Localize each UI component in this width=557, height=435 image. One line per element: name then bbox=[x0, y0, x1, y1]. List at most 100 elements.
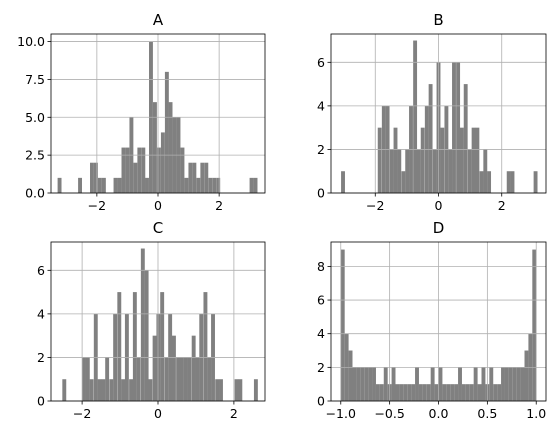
x-tick-label: 2 bbox=[230, 406, 238, 421]
histogram-bar bbox=[78, 177, 82, 193]
histogram-bar bbox=[105, 357, 110, 401]
histogram-bar bbox=[440, 127, 445, 193]
histogram-bar bbox=[145, 177, 149, 193]
histogram-bar bbox=[401, 171, 406, 193]
histogram-bar bbox=[160, 132, 165, 193]
histogram-bar bbox=[428, 84, 433, 193]
histogram-bar bbox=[82, 357, 86, 401]
histogram-bar bbox=[510, 171, 515, 193]
y-tick-label: 4 bbox=[317, 326, 325, 341]
histogram-bar bbox=[459, 127, 464, 193]
histogram-bar bbox=[125, 147, 130, 193]
histogram-bar bbox=[434, 384, 439, 401]
histogram-bar bbox=[377, 127, 382, 193]
histogram-bar bbox=[89, 379, 94, 401]
histogram-bar bbox=[516, 367, 521, 401]
histogram-bar bbox=[137, 147, 142, 193]
histogram-bar bbox=[152, 102, 157, 193]
histogram-bar bbox=[461, 384, 466, 401]
histogram-bar bbox=[164, 357, 169, 401]
y-tick-label: 0.0 bbox=[25, 186, 45, 201]
panel-title-a: A bbox=[153, 11, 164, 29]
histogram-bar bbox=[413, 40, 418, 193]
y-tick-label: 7.5 bbox=[25, 72, 45, 87]
histogram-bar bbox=[508, 367, 513, 401]
histogram-bar bbox=[375, 384, 380, 401]
histogram-bar bbox=[215, 379, 220, 401]
histogram-bar bbox=[113, 177, 118, 193]
x-tick-label: −2 bbox=[88, 198, 106, 213]
histogram-bar bbox=[473, 367, 478, 401]
histogram-bar bbox=[144, 270, 149, 401]
histogram-bar bbox=[448, 149, 453, 193]
histogram-bar bbox=[180, 147, 185, 193]
x-tick-label: 0 bbox=[154, 198, 162, 213]
histogram-bar bbox=[524, 350, 529, 401]
histogram-bar bbox=[191, 335, 196, 401]
y-tick-label: 0 bbox=[317, 186, 325, 201]
x-tick-label: 0.0 bbox=[429, 406, 449, 421]
x-tick-label: 0.5 bbox=[477, 406, 497, 421]
histogram-bar bbox=[487, 171, 492, 193]
y-tick-label: 8 bbox=[317, 259, 325, 274]
histogram-bar bbox=[368, 367, 373, 401]
histogram-bar bbox=[341, 171, 345, 193]
panel-title-d: D bbox=[433, 219, 445, 237]
y-tick-label: 0 bbox=[317, 394, 325, 409]
x-tick-label: 2 bbox=[498, 198, 506, 213]
histogram-bar bbox=[418, 384, 423, 401]
histogram-panel-d: −1.0 −0.5 0.0 0.5 1.0 0 2 4 6 8 D bbox=[317, 219, 547, 421]
histogram-bar bbox=[395, 384, 400, 401]
histogram-bar bbox=[132, 292, 137, 401]
histogram-panel-b: −2 0 2 0 2 4 6 B bbox=[317, 11, 547, 213]
histogram-bar bbox=[176, 357, 181, 401]
x-tick-label: 2 bbox=[215, 198, 223, 213]
y-tick-label: 4 bbox=[37, 306, 45, 321]
histogram-bar bbox=[234, 379, 239, 401]
histogram-bar bbox=[93, 162, 98, 193]
histogram-bar bbox=[512, 367, 517, 401]
x-tick-label: 0 bbox=[435, 198, 443, 213]
histogram-bar bbox=[463, 84, 468, 193]
histogram-bar bbox=[467, 149, 472, 193]
histogram-bar bbox=[479, 171, 484, 193]
histogram-bar bbox=[97, 379, 102, 401]
y-tick-label: 2 bbox=[317, 142, 325, 157]
histogram-bar bbox=[465, 384, 470, 401]
x-tick-label: −1.0 bbox=[326, 406, 356, 421]
histogram-bar bbox=[430, 367, 435, 401]
histogram-bar bbox=[504, 367, 509, 401]
histogram-bar bbox=[85, 357, 90, 401]
histogram-bar bbox=[192, 162, 197, 193]
histogram-bar bbox=[195, 357, 200, 401]
histogram-bar bbox=[219, 379, 223, 401]
histogram-bar bbox=[391, 367, 396, 401]
histogram-bar bbox=[442, 384, 447, 401]
histogram-bar bbox=[407, 384, 412, 401]
histogram-panel-a: −2 0 2 0.0 2.5 5.0 7.5 10.0 A bbox=[17, 11, 266, 213]
histogram-bar bbox=[372, 367, 376, 401]
histogram-bar bbox=[216, 177, 221, 193]
x-tick-label: −0.5 bbox=[374, 406, 404, 421]
histogram-bar bbox=[471, 127, 476, 193]
histogram-bar bbox=[403, 384, 408, 401]
histogram-bar bbox=[188, 162, 193, 193]
histogram-bar bbox=[160, 292, 165, 401]
y-tick-label: 6 bbox=[37, 263, 45, 278]
histogram-bar bbox=[469, 384, 474, 401]
histogram-bar bbox=[183, 357, 188, 401]
histogram-bar bbox=[156, 147, 161, 193]
histogram-bar bbox=[356, 367, 361, 401]
histogram-bar bbox=[483, 149, 488, 193]
histogram-bar bbox=[438, 367, 443, 401]
histogram-bar bbox=[422, 384, 427, 401]
y-tick-label: 10.0 bbox=[17, 34, 45, 49]
histogram-bar bbox=[506, 171, 511, 193]
histogram-bar bbox=[416, 149, 421, 193]
histogram-bar bbox=[489, 367, 494, 401]
histogram-bar bbox=[133, 162, 138, 193]
histogram-bar bbox=[187, 357, 192, 401]
histogram-bar bbox=[477, 384, 482, 401]
x-tick-label: 1.0 bbox=[526, 406, 546, 421]
